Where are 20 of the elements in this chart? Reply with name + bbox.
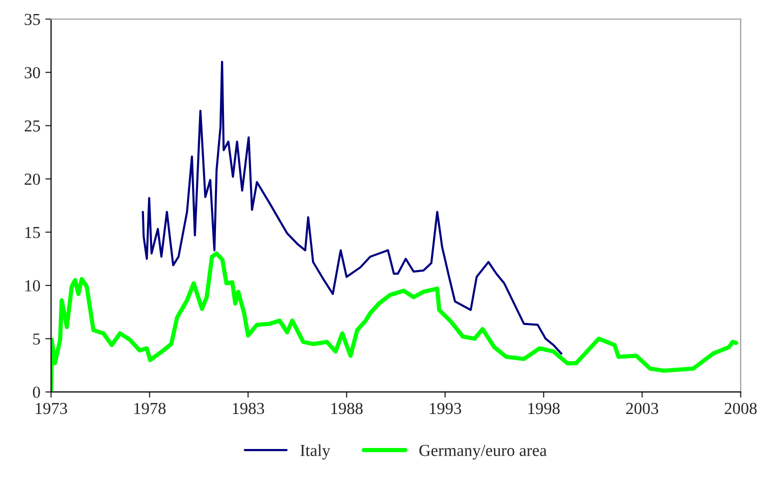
y-tick-label: 10 [25,280,40,292]
y-tick-label: 25 [24,120,40,132]
legend-label: Germany/euro area [419,444,547,460]
x-tick-label: 1993 [430,402,462,414]
x-tick-label: 1983 [232,402,264,414]
y-tick-label: 20 [24,174,40,185]
y-tick-label: 0 [32,386,40,398]
x-tick-label: 1978 [134,402,166,414]
y-tick-label: 35 [24,14,40,26]
y-tick-label: 5 [33,334,40,345]
legend-label: Italy [300,444,330,460]
x-tick-label: 2008 [724,402,757,414]
y-tick-label: 30 [24,67,40,78]
x-tick-label: 1973 [36,402,68,414]
y-tick-label: 15 [25,226,40,238]
line-series [142,60,562,355]
line-series [51,251,738,392]
x-tick-label: 2003 [626,402,658,414]
x-tick-label: 1988 [331,402,363,414]
x-tick-label: 1998 [528,402,560,414]
